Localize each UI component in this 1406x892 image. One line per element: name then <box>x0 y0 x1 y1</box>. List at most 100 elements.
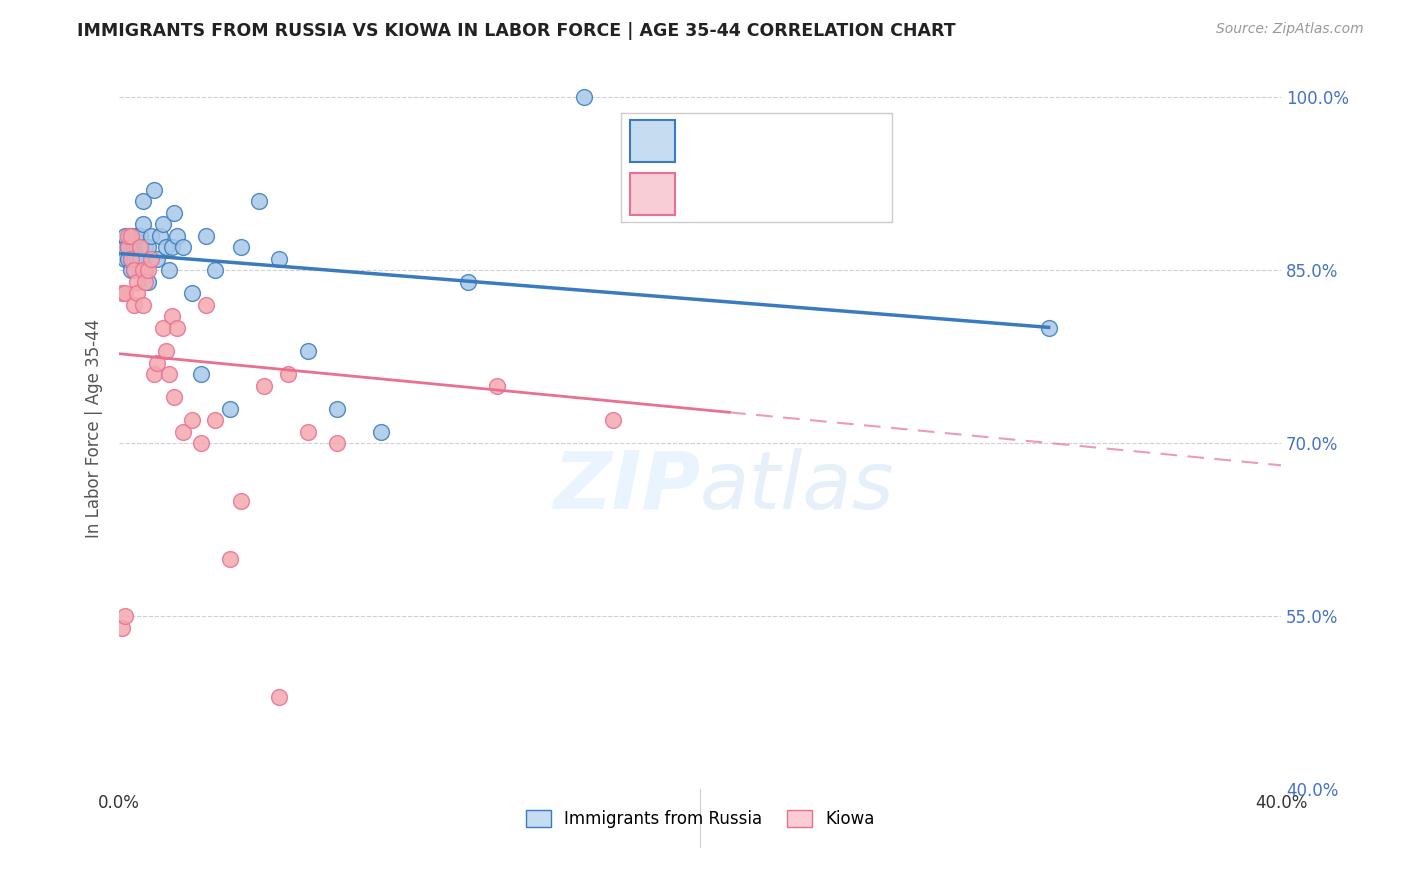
Point <box>247 194 270 208</box>
Point <box>114 286 136 301</box>
Point <box>111 286 134 301</box>
Point <box>131 217 153 231</box>
Point <box>277 367 299 381</box>
Point <box>160 240 183 254</box>
Point <box>117 228 139 243</box>
Point <box>190 436 212 450</box>
Point <box>190 367 212 381</box>
Point <box>131 194 153 208</box>
Point <box>141 228 163 243</box>
Point <box>122 263 145 277</box>
Point <box>204 413 226 427</box>
Text: atlas: atlas <box>700 448 894 525</box>
Point <box>111 621 134 635</box>
Point <box>131 263 153 277</box>
Point <box>128 240 150 254</box>
Point <box>195 228 218 243</box>
Point <box>326 401 349 416</box>
Point <box>157 263 180 277</box>
Point <box>117 240 139 254</box>
Point <box>128 228 150 243</box>
Point <box>370 425 392 439</box>
Point <box>136 263 159 277</box>
Point <box>136 240 159 254</box>
Point <box>1038 321 1060 335</box>
Point <box>218 401 240 416</box>
Point <box>122 263 145 277</box>
Point <box>117 240 139 254</box>
Point <box>134 263 156 277</box>
Point <box>149 228 172 243</box>
Point <box>122 252 145 266</box>
FancyBboxPatch shape <box>621 113 891 222</box>
Point <box>166 228 188 243</box>
Point <box>231 240 253 254</box>
Point <box>122 228 145 243</box>
Point <box>131 298 153 312</box>
Point <box>117 252 139 266</box>
Point <box>125 252 148 266</box>
Point <box>114 609 136 624</box>
Point <box>134 275 156 289</box>
FancyBboxPatch shape <box>630 173 675 215</box>
Text: ZIP: ZIP <box>553 448 700 525</box>
Point <box>253 378 276 392</box>
Point <box>122 298 145 312</box>
Point <box>160 310 183 324</box>
Point <box>152 321 174 335</box>
Point <box>114 228 136 243</box>
Point <box>125 275 148 289</box>
Point <box>326 436 349 450</box>
Text: IMMIGRANTS FROM RUSSIA VS KIOWA IN LABOR FORCE | AGE 35-44 CORRELATION CHART: IMMIGRANTS FROM RUSSIA VS KIOWA IN LABOR… <box>77 22 956 40</box>
Point <box>120 228 142 243</box>
Point <box>136 275 159 289</box>
Point <box>602 413 624 427</box>
Point <box>485 378 508 392</box>
Legend: Immigrants from Russia, Kiowa: Immigrants from Russia, Kiowa <box>519 804 882 835</box>
Point <box>172 425 194 439</box>
Point <box>125 240 148 254</box>
Point <box>114 252 136 266</box>
Point <box>172 240 194 254</box>
Point <box>155 240 177 254</box>
Y-axis label: In Labor Force | Age 35-44: In Labor Force | Age 35-44 <box>86 319 103 539</box>
Point <box>155 344 177 359</box>
Text: R = 0.574   N = 52: R = 0.574 N = 52 <box>689 132 873 151</box>
Point <box>120 252 142 266</box>
Point <box>111 240 134 254</box>
Point <box>231 494 253 508</box>
Point <box>204 263 226 277</box>
FancyBboxPatch shape <box>630 120 675 162</box>
Point <box>157 367 180 381</box>
Point <box>457 275 479 289</box>
Point <box>297 344 319 359</box>
Point <box>128 240 150 254</box>
Point <box>572 90 595 104</box>
Point <box>146 252 169 266</box>
Point <box>718 205 741 219</box>
Point <box>128 252 150 266</box>
Text: R =  0.115   N = 41: R = 0.115 N = 41 <box>689 185 879 202</box>
Point <box>152 217 174 231</box>
Point <box>125 286 148 301</box>
Point <box>120 228 142 243</box>
Point <box>180 413 202 427</box>
Point <box>146 355 169 369</box>
Point <box>134 240 156 254</box>
Point <box>267 252 290 266</box>
Point <box>218 551 240 566</box>
Point <box>163 205 186 219</box>
Point <box>195 298 218 312</box>
Point <box>180 286 202 301</box>
Point <box>143 183 166 197</box>
Point <box>166 321 188 335</box>
Text: Source: ZipAtlas.com: Source: ZipAtlas.com <box>1216 22 1364 37</box>
Point <box>122 240 145 254</box>
Point <box>117 240 139 254</box>
Point <box>297 425 319 439</box>
Point <box>114 240 136 254</box>
Point <box>120 252 142 266</box>
Point <box>120 240 142 254</box>
Point <box>163 390 186 404</box>
Point <box>125 228 148 243</box>
